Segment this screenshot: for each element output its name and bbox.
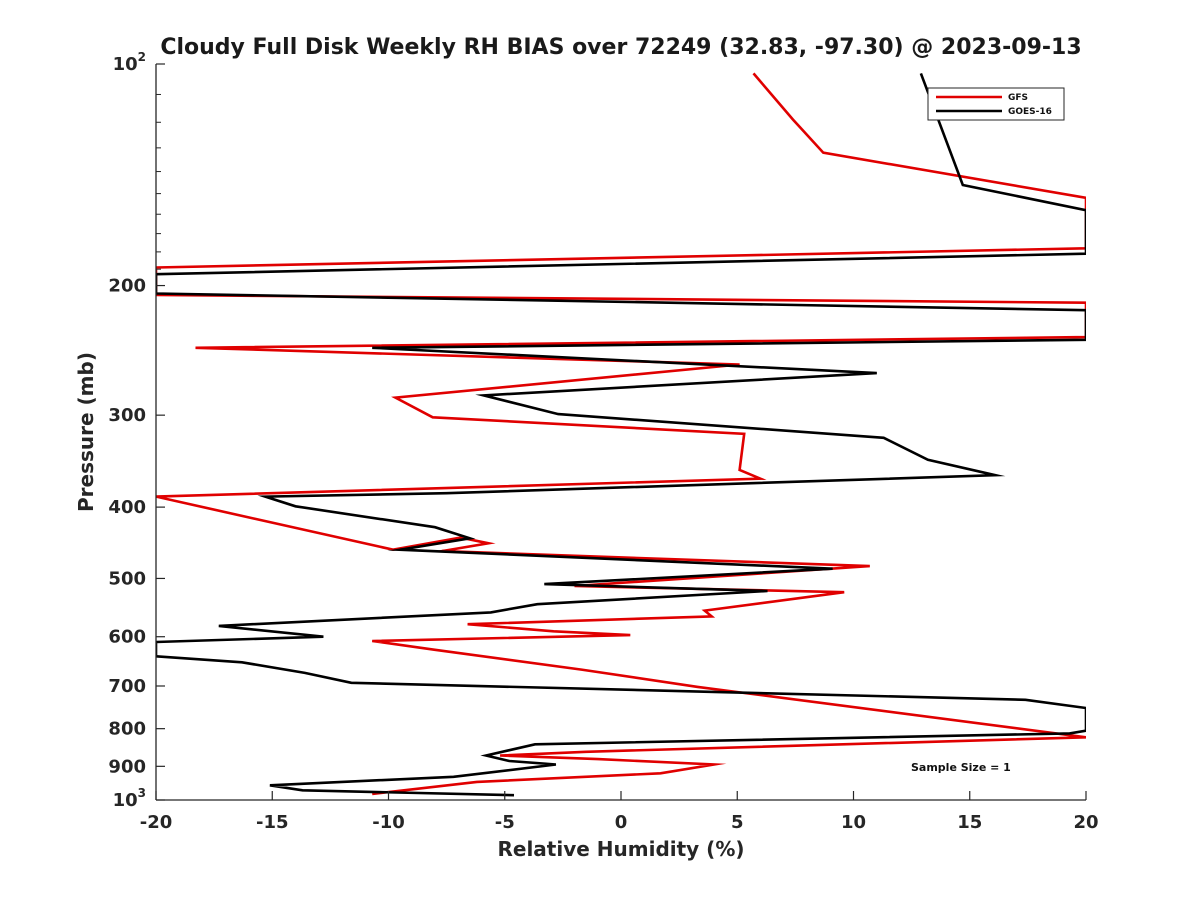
y-tick-label: 800 (108, 719, 146, 740)
x-tick-label: -15 (256, 812, 289, 833)
x-tick-label: 0 (615, 812, 628, 833)
x-tick-label: -5 (495, 812, 515, 833)
x-tick-label: -10 (372, 812, 405, 833)
legend: GFS GOES-16 (927, 87, 1065, 121)
x-tick-label: 20 (1073, 812, 1098, 833)
x-tick-label: 5 (731, 812, 744, 833)
chart-title: Cloudy Full Disk Weekly RH BIAS over 722… (160, 35, 1081, 60)
y-axis-label: Pressure (mb) (74, 352, 98, 512)
y-tick-label: 700 (108, 676, 146, 697)
y-tick-label: 300 (108, 405, 146, 426)
y-tick-label: 600 (108, 627, 146, 648)
x-tick-label: -20 (140, 812, 173, 833)
legend-label-goes-16: GOES-16 (1008, 107, 1052, 117)
legend-label-gfs: GFS (1008, 93, 1028, 103)
sample-size-annotation: Sample Size = 1 (911, 761, 1011, 774)
series-layer (156, 72, 1086, 797)
x-tick-label: 10 (841, 812, 866, 833)
y-tick-label: 900 (108, 756, 146, 777)
x-axis-label: Relative Humidity (%) (497, 837, 744, 861)
y-tick-label: 500 (108, 568, 146, 589)
y-tick-label: 400 (108, 497, 146, 518)
x-tick-label: 15 (957, 812, 982, 833)
series-line-goes-16 (156, 72, 1086, 797)
y-tick-label: 200 (108, 276, 146, 297)
legend-box (927, 87, 1065, 121)
x-ticks: -20 -15 -10 -5 0 5 10 15 20 (140, 791, 1099, 833)
y-tick-label: 102 (113, 50, 146, 75)
